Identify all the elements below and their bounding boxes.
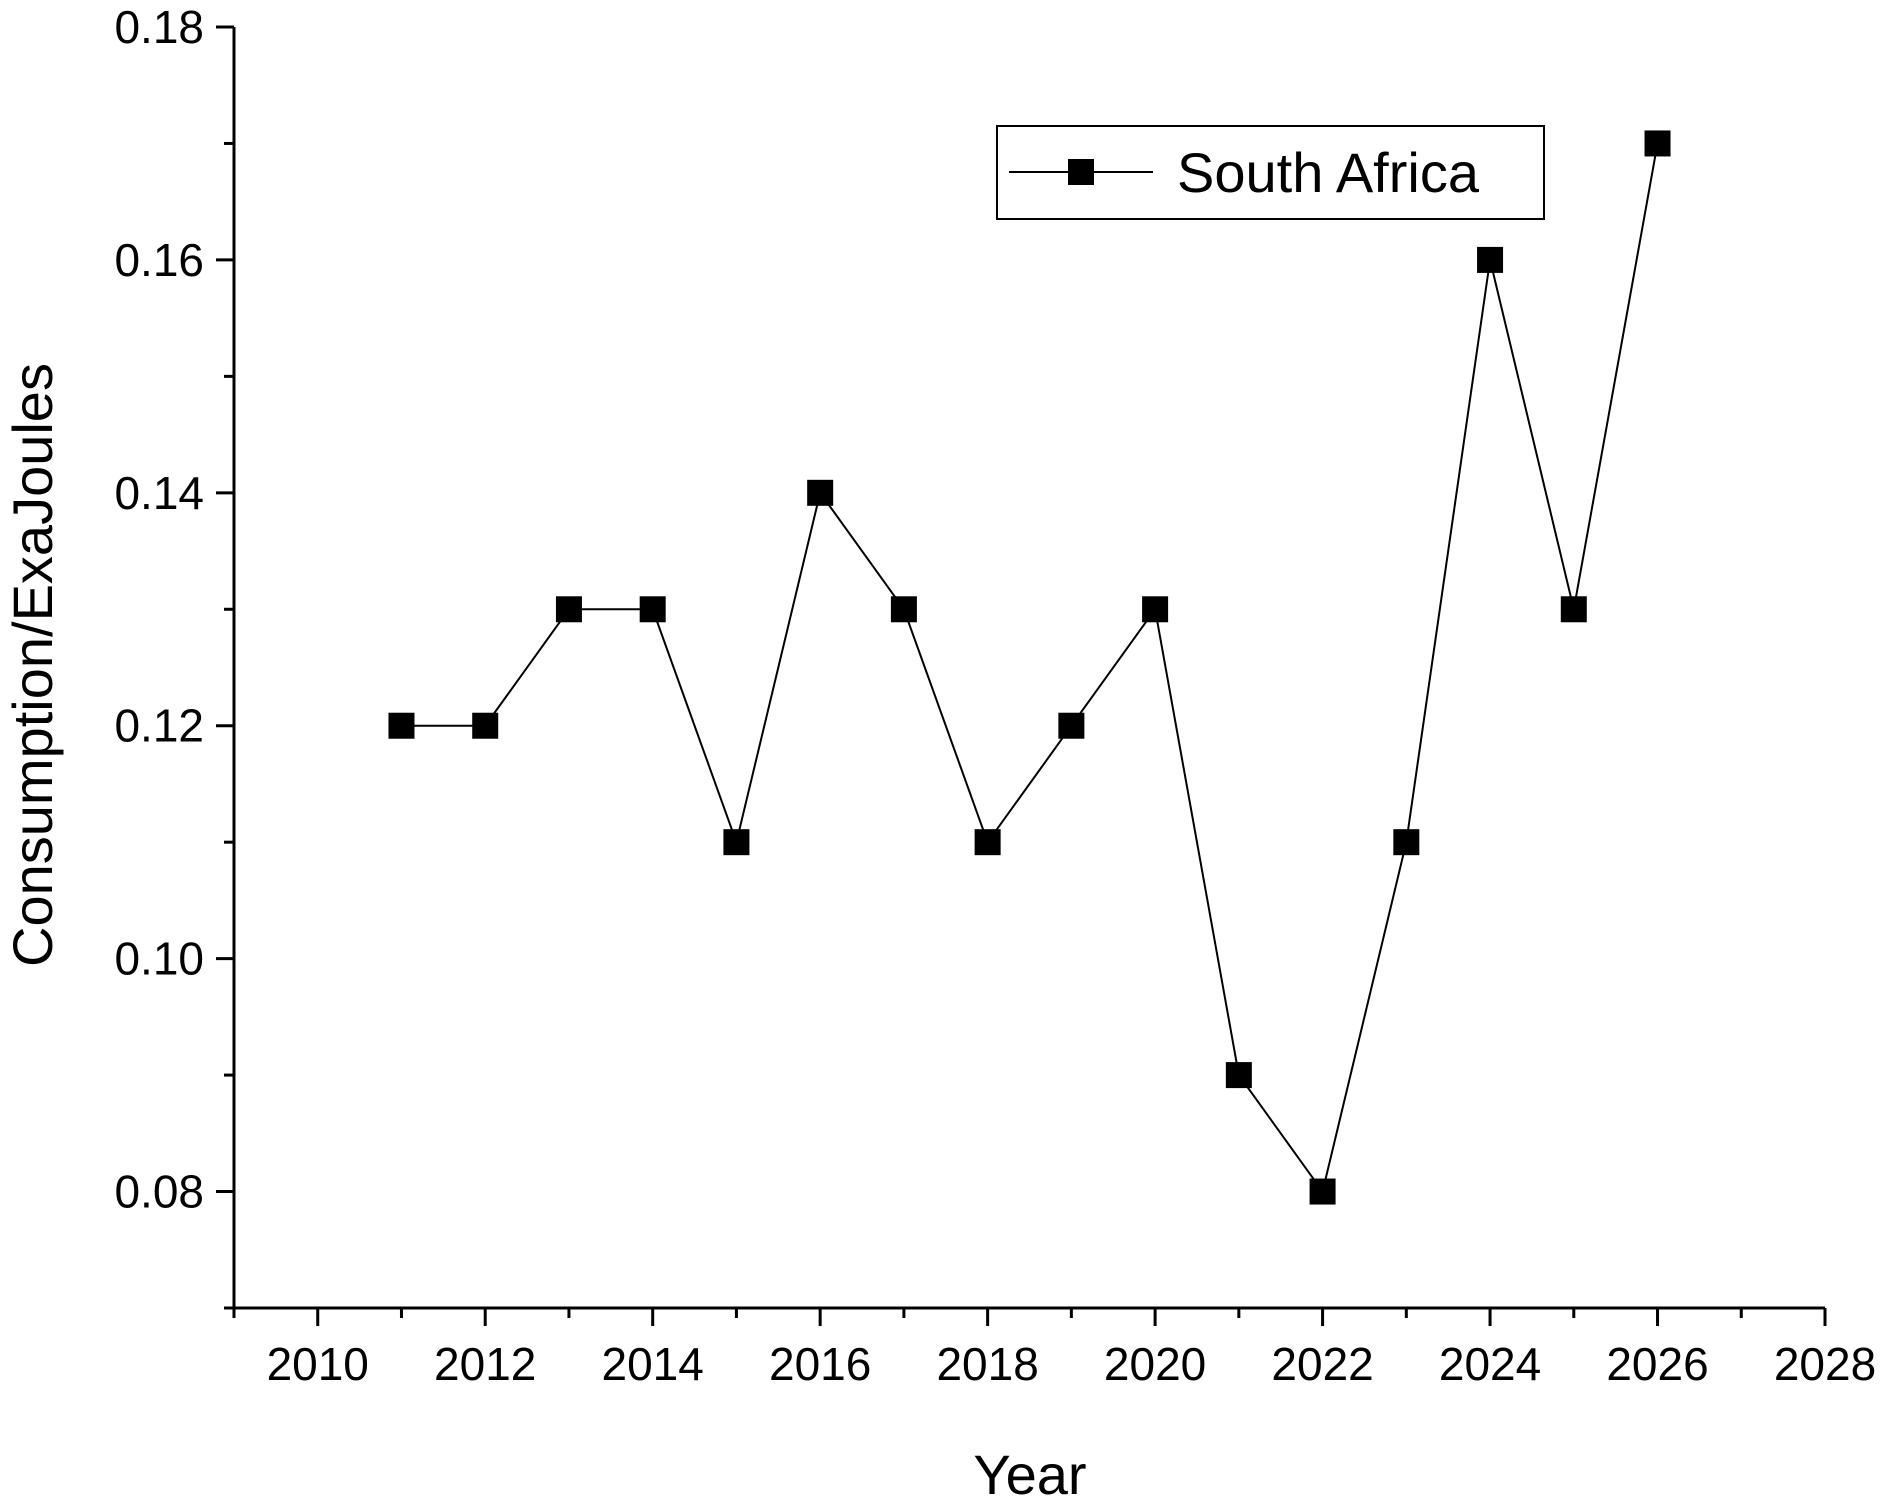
data-point-marker (807, 479, 834, 506)
x-tick-label: 2024 (1439, 1338, 1541, 1390)
data-point-marker (1142, 596, 1169, 623)
x-tick-label: 2010 (267, 1338, 369, 1390)
legend: South Africa (996, 125, 1545, 220)
data-point-marker (723, 829, 750, 856)
x-tick-label: 2014 (602, 1338, 704, 1390)
x-tick-label: 2022 (1271, 1338, 1373, 1390)
data-point-marker (890, 596, 917, 623)
axes (232, 27, 1825, 1310)
data-point-marker (1393, 829, 1420, 856)
x-axis-title: Year (973, 1443, 1086, 1502)
data-point-marker (974, 829, 1001, 856)
x-tick-label: 2016 (769, 1338, 871, 1390)
x-tick-label: 2018 (936, 1338, 1038, 1390)
x-tick-label: 2028 (1774, 1338, 1876, 1390)
data-point-marker (1309, 1178, 1336, 1205)
legend-marker-square (1068, 159, 1094, 185)
y-tick-label: 0.10 (114, 933, 204, 985)
y-tick-label: 0.08 (114, 1166, 204, 1218)
series-group (388, 130, 1671, 1205)
y-tick-label: 0.18 (114, 1, 204, 53)
x-axis-ticks: 2010 2012 2014 2016 2018 2020 2022 2024 2026 2028 (232, 1308, 1876, 1390)
data-point-marker (555, 596, 582, 623)
data-point-marker (472, 712, 499, 739)
data-point-marker (1477, 246, 1504, 273)
y-tick-label: 0.16 (114, 234, 204, 286)
x-tick-label: 2026 (1606, 1338, 1708, 1390)
data-point-marker (1058, 712, 1085, 739)
series-line (401, 143, 1659, 1194)
y-axis-ticks: 0.08 0.10 0.12 0.14 0.16 0.18 (114, 1, 234, 1310)
x-tick-label: 2020 (1104, 1338, 1206, 1390)
data-point-marker (1560, 596, 1587, 623)
legend-label: South Africa (1177, 141, 1480, 204)
data-point-marker (639, 596, 666, 623)
data-point-marker (1225, 1062, 1252, 1089)
y-tick-label: 0.14 (114, 467, 204, 519)
y-axis-title: Consumption/ExaJoules (1, 363, 64, 967)
y-tick-label: 0.12 (114, 700, 204, 752)
data-point-marker (388, 712, 415, 739)
data-point-marker (1644, 130, 1671, 157)
x-tick-label: 2012 (434, 1338, 536, 1390)
